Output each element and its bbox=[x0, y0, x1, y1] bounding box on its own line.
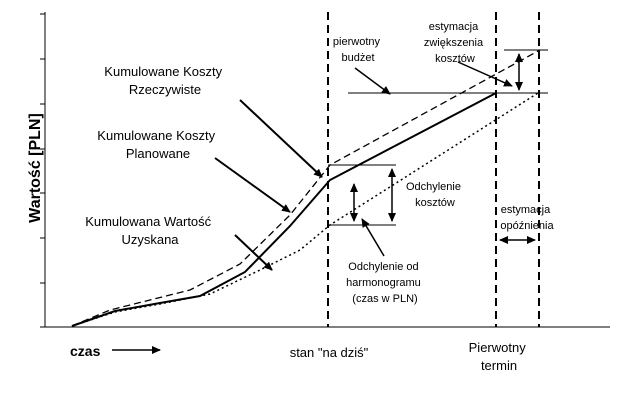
schedule-variance-label: Odchylenie od harmonogramu (czas w PLN) bbox=[346, 261, 424, 305]
cost-variance-label: Odchylenie kosztów bbox=[406, 181, 464, 209]
original-budget-callout-arrow bbox=[354, 67, 391, 95]
status-date-label: stan "na dziś" bbox=[290, 345, 369, 360]
planned-cost-callout-arrow bbox=[214, 157, 291, 213]
earned-value-callout-arrow bbox=[234, 234, 273, 271]
delay-estimate-label: estymacja opóźnienia bbox=[500, 204, 554, 232]
planned-cost-curve bbox=[71, 49, 541, 327]
original-budget-label: pierwotny budżet bbox=[333, 36, 383, 64]
y-axis-ticks bbox=[40, 13, 45, 328]
y-axis-label: Wartość [PLN] bbox=[27, 113, 44, 223]
original-deadline-label: Pierwotny termin bbox=[469, 340, 530, 373]
actual-cost-label: Kumulowane Koszty Rzeczywiste bbox=[104, 64, 225, 97]
cost-increase-label: estymacja zwiększenia kosztów bbox=[424, 21, 486, 65]
planned-cost-label: Kumulowane Koszty Planowane bbox=[97, 128, 218, 161]
actual-cost-callout-arrow bbox=[239, 99, 323, 178]
schedule-variance-callout-arrow bbox=[361, 218, 385, 257]
x-axis-label: czas bbox=[70, 343, 101, 359]
earned-value-label: Kumulowana Wartość Uzyskana bbox=[85, 214, 215, 247]
actual-cost-curve bbox=[71, 92, 497, 327]
cost-increase-callout-arrow bbox=[457, 61, 513, 87]
